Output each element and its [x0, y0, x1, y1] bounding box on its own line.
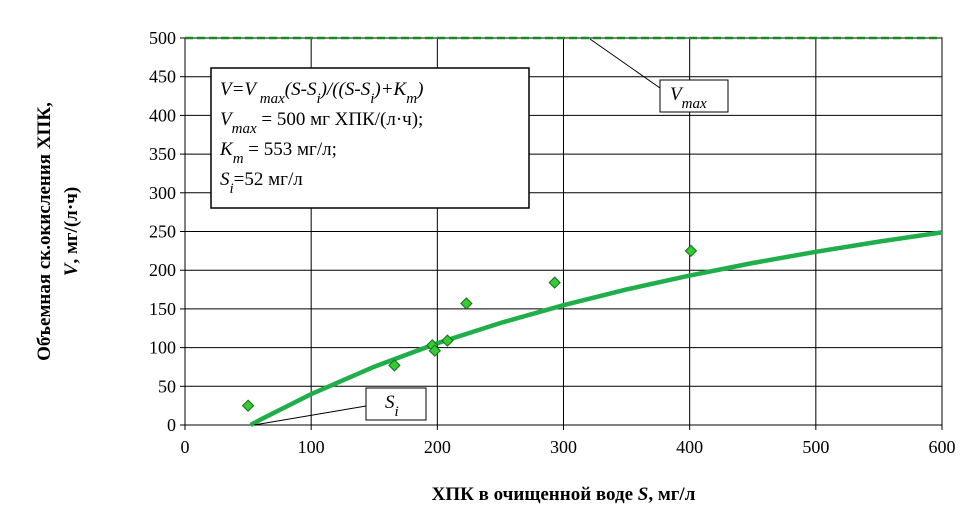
text-part: max: [682, 96, 707, 112]
x-tick-label: 0: [181, 437, 190, 457]
vmax-label: Vmax: [670, 84, 707, 112]
formula-line: Vmax = 500 мг ХПК/(л·ч);: [220, 109, 423, 137]
y-axis-title: V, мг/(л·ч): [61, 187, 82, 276]
y-tick-label: 450: [149, 67, 176, 87]
label-box: [659, 79, 729, 113]
x-tick-label: 400: [676, 437, 703, 457]
text-part: = 553 мг/л;: [244, 139, 337, 160]
text-part: =52 мг/л: [234, 169, 304, 190]
x-tick-label: 600: [929, 437, 956, 457]
y-tick-label: 50: [158, 376, 176, 396]
text-part: = 500 мг ХПК/(л·ч);: [257, 109, 424, 130]
text-part: i: [230, 181, 234, 197]
y-tick-label: 300: [149, 183, 176, 203]
label-box: [365, 387, 427, 421]
text-part: S: [638, 484, 649, 505]
y-tick-label: 400: [149, 105, 176, 125]
text-part: i: [370, 91, 374, 107]
formula-box: [210, 67, 530, 209]
x-tick-label: 200: [424, 437, 451, 457]
text-part: Объемная ск.окисления ХПК,: [34, 102, 55, 361]
y-tick-label: 150: [149, 299, 176, 319]
text-part: max: [232, 121, 257, 137]
text-part: i: [395, 404, 399, 420]
text-part: (S-S: [285, 79, 317, 100]
text-part: i: [316, 91, 320, 107]
data-point: [460, 297, 473, 310]
x-tick-label: 300: [550, 437, 577, 457]
text-part: ХПК в очищенной воде: [432, 484, 638, 505]
leader-line: [253, 405, 367, 426]
y-tick-label: 100: [149, 338, 176, 358]
text-part: V=V: [220, 79, 258, 100]
text-part: , мг/(л·ч): [61, 187, 82, 264]
text-part: S: [385, 392, 395, 413]
text-part: V: [61, 262, 82, 276]
text-part: ): [416, 79, 423, 100]
text-part: m: [233, 151, 244, 167]
text-part: , мг/л: [648, 484, 695, 505]
y-tick-label: 350: [149, 144, 176, 164]
leader-line: [589, 38, 661, 89]
data-point: [441, 334, 454, 347]
data-point: [428, 344, 442, 357]
data-point: [388, 359, 401, 372]
text-part: )/((S-S: [320, 79, 371, 100]
data-point: [548, 276, 561, 289]
text-part: S: [220, 169, 230, 190]
si-label: Si: [385, 392, 399, 420]
data-point: [684, 244, 698, 258]
text-part: V: [220, 109, 234, 130]
x-axis-title: ХПК в очищенной воде S, мг/л: [432, 484, 696, 505]
formula-line: Si=52 мг/л: [220, 169, 303, 197]
y-tick-label: 0: [167, 415, 176, 435]
data-point: [241, 399, 255, 412]
formula-line: V=V max(S-Si)/((S-Si)+Km): [220, 79, 423, 107]
text-part: K: [219, 139, 234, 160]
y-tick-label: 500: [149, 28, 176, 48]
text-part: m: [406, 91, 417, 107]
y-tick-label: 200: [149, 260, 176, 280]
formula-line: Km = 553 мг/л;: [219, 139, 337, 167]
text-part: )+K: [373, 79, 407, 100]
text-part: max: [256, 91, 285, 107]
x-tick-label: 500: [802, 437, 829, 457]
y-axis-title: Объемная ск.окисления ХПК,: [34, 102, 55, 361]
y-tick-label: 250: [149, 222, 176, 242]
text-part: V: [670, 84, 684, 105]
x-tick-label: 100: [298, 437, 325, 457]
fit-curve: [249, 230, 943, 427]
